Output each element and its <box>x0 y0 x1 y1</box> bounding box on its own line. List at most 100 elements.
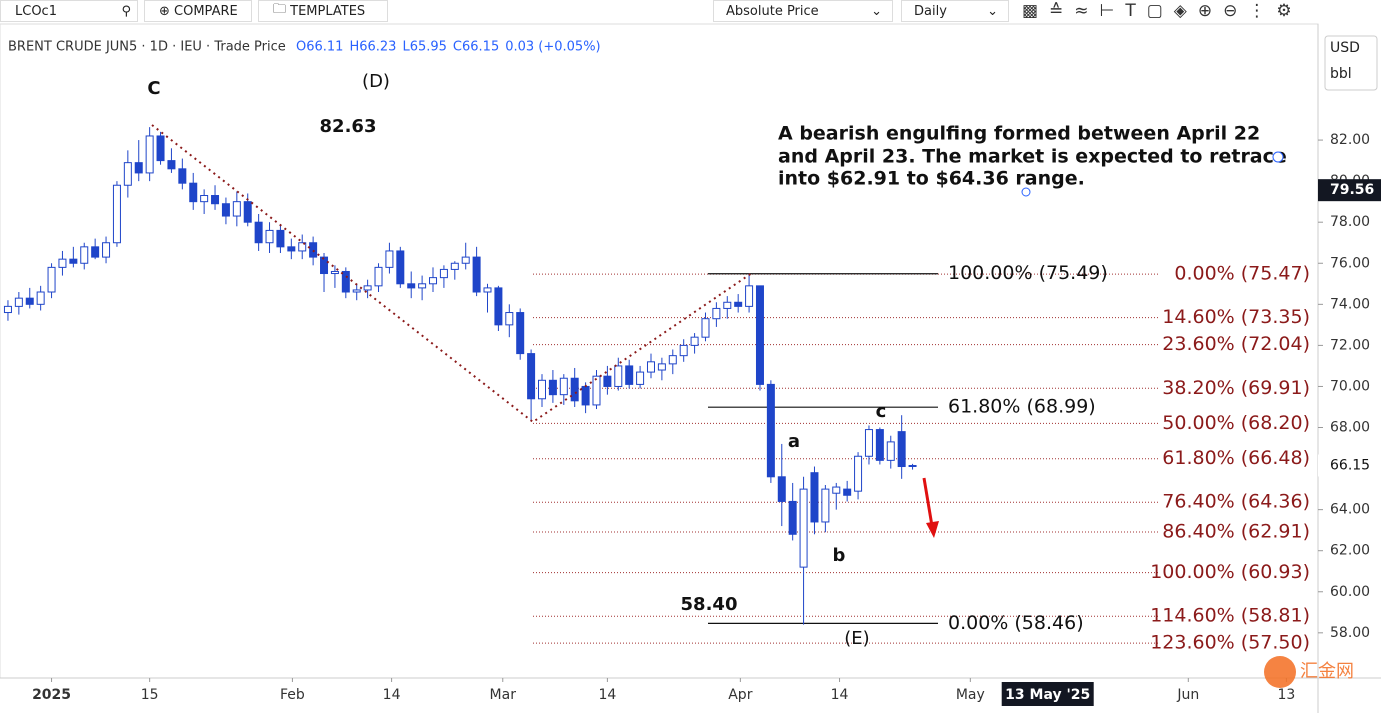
candle-body <box>712 307 721 320</box>
candle-body <box>439 268 448 279</box>
x-badge-label: 13 May '25 <box>1005 687 1090 703</box>
annotations: C (D) 82.63 58.40 (E) a b c <box>147 71 886 649</box>
candle-body <box>843 488 852 496</box>
fib-label: 100.00% (60.93) <box>1150 561 1310 583</box>
candle-body <box>821 488 830 523</box>
fib-label: 123.60% (57.50) <box>1150 632 1310 654</box>
candle-body <box>36 291 45 305</box>
x-tick-label: Feb <box>280 687 305 703</box>
x-tick-label: 14 <box>383 687 401 703</box>
candle-body <box>287 246 296 252</box>
candle-body <box>538 379 547 400</box>
candle-body <box>211 195 220 205</box>
candle-body <box>418 283 427 289</box>
candle-body <box>854 455 863 492</box>
handle[interactable] <box>1272 151 1284 163</box>
ohlc-value: L65.95 <box>402 40 446 55</box>
x-tick-label: Jun <box>1176 687 1199 703</box>
candle-body <box>178 168 187 184</box>
x-tick-label: 2025 <box>32 687 71 703</box>
templates-button[interactable]: 🗀 TEMPLATES <box>258 0 388 22</box>
candle-body <box>516 312 525 355</box>
chart-title: BRENT CRUDE JUN5 · 1D · IEU · Trade Pric… <box>8 40 286 55</box>
candle-body <box>755 285 764 385</box>
candle-body <box>374 266 383 287</box>
symbol-box[interactable]: LCOc1 ⚲ <box>0 0 138 22</box>
candle-body <box>788 500 797 535</box>
candle-body <box>592 375 601 406</box>
y-tick-label: 70.00 <box>1330 378 1370 394</box>
handle[interactable] <box>1021 187 1031 197</box>
candle-body <box>123 162 132 186</box>
wave-label: C <box>147 78 160 99</box>
candle-body <box>723 301 732 309</box>
folder-icon: 🗀 <box>273 2 291 17</box>
candle-body <box>112 184 121 244</box>
candle-body <box>527 353 536 400</box>
candle-body <box>134 162 143 174</box>
candle-body <box>407 283 416 289</box>
last-price-label: 66.15 <box>1330 457 1370 473</box>
wave-label: (D) <box>362 71 390 92</box>
x-tick-label: Apr <box>728 687 752 703</box>
price-mode-select[interactable]: Absolute Price ⌄ <box>713 0 893 22</box>
candle-body <box>679 344 688 357</box>
unit-box[interactable] <box>1324 35 1378 91</box>
candle-body <box>734 301 743 307</box>
y-tick-label: 78.00 <box>1330 214 1370 230</box>
interval-select[interactable]: Daily ⌄ <box>901 0 1009 22</box>
compare-button[interactable]: ⊕ COMPARE <box>144 0 252 22</box>
x-tick-label: 15 <box>141 687 159 703</box>
fib-label: 23.60% (72.04) <box>1162 333 1310 355</box>
candle-body <box>189 182 198 203</box>
ohlc-value: C66.15 <box>453 40 499 55</box>
candle-body <box>309 242 318 258</box>
y-tick-label: 82.00 <box>1330 132 1370 148</box>
candle-body <box>745 285 754 307</box>
candle-body <box>897 431 906 468</box>
y-tick-label: 58.00 <box>1330 625 1370 641</box>
candle-body <box>352 289 361 293</box>
ohlc-value: 0.03 (+0.05%) <box>505 40 600 55</box>
candle-body <box>14 297 23 307</box>
fib-label: 61.80% (66.48) <box>1162 447 1310 469</box>
candle-body <box>167 160 176 170</box>
x-tick-label: 14 <box>831 687 849 703</box>
high-label: 82.63 <box>320 116 377 137</box>
candle-body <box>668 355 677 365</box>
wave-label: (E) <box>844 628 869 649</box>
watermark: 汇金网 <box>1300 661 1354 682</box>
x-tick-label: 13 <box>1277 687 1295 703</box>
note-line: A bearish engulfing formed between April… <box>778 123 1260 145</box>
price-badge-label: 79.56 <box>1330 182 1374 198</box>
candle-body <box>657 363 666 371</box>
unit: bbl <box>1330 66 1352 82</box>
templates-label: TEMPLATES <box>290 3 366 19</box>
interval: Daily <box>914 3 947 19</box>
candle-body <box>221 203 230 217</box>
candle-body <box>3 305 12 314</box>
note-line: and April 23. The market is expected to … <box>778 146 1287 168</box>
candle-body <box>777 476 786 502</box>
fib-label: 114.60% (58.81) <box>1150 605 1310 627</box>
candle-body <box>864 429 873 457</box>
candle-body <box>886 441 895 461</box>
search-icon: ⚲ <box>121 3 131 19</box>
candle-body <box>385 250 394 268</box>
note: A bearish engulfing formed between April… <box>778 123 1287 190</box>
ohlc-value: O66.11 <box>296 40 343 55</box>
x-tick-label: May <box>956 687 985 703</box>
y-tick-label: 60.00 <box>1330 584 1370 600</box>
candle-body <box>908 464 917 467</box>
candle-body <box>341 270 350 293</box>
candle-body <box>25 297 34 305</box>
wave-label: a <box>788 431 800 452</box>
candle-body <box>69 258 78 264</box>
candle-body <box>505 312 514 326</box>
tool-icons[interactable]: ▩≙≈⊢T▢◈⊕⊖⋮⚙ <box>1016 0 1381 22</box>
y-tick-label: 62.00 <box>1330 543 1370 559</box>
candle-body <box>832 486 841 494</box>
candle-body <box>363 285 372 291</box>
chevron: ⌄ <box>871 3 882 19</box>
